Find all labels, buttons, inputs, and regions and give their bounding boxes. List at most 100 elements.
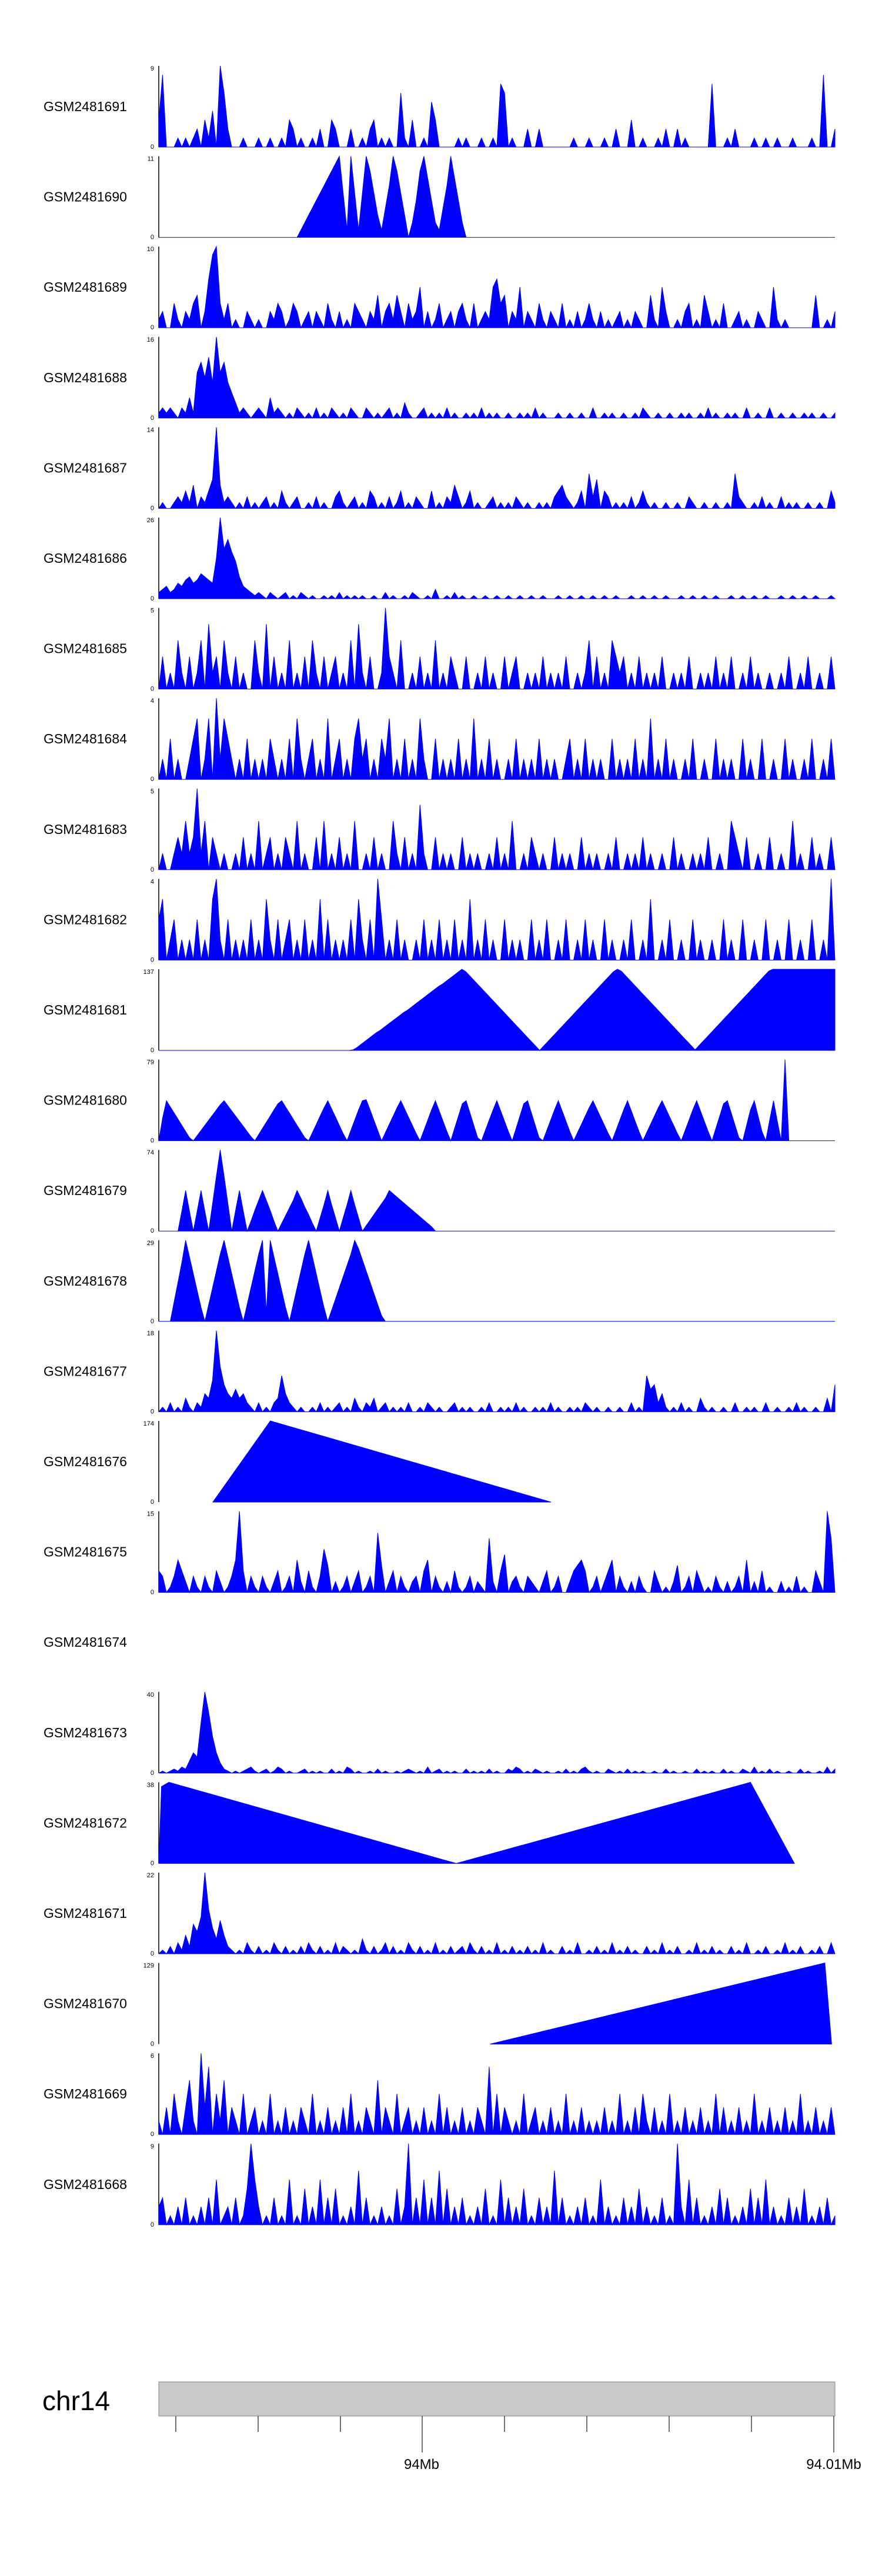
coverage-area <box>158 788 836 870</box>
track-GSM2481680: GSM2481680 79 0 <box>44 1059 835 1144</box>
track-ymin-label: 0 <box>151 1408 154 1415</box>
track-GSM2481691: GSM2481691 9 0 <box>44 65 836 151</box>
track-label: GSM2481671 <box>44 1906 127 1921</box>
track-label: GSM2481684 <box>44 731 127 746</box>
track-ymin-label: 0 <box>151 505 154 512</box>
track-label: GSM2481668 <box>44 2177 127 2192</box>
track-GSM2481682: GSM2481682 4 0 <box>44 878 836 963</box>
track-label: GSM2481685 <box>44 641 127 656</box>
track-ymax-label: 79 <box>147 1059 154 1066</box>
track-ymax-label: 16 <box>147 336 154 343</box>
track-label: GSM2481674 <box>44 1634 127 1650</box>
track-label: GSM2481690 <box>44 189 127 205</box>
track-GSM2481674: GSM2481674 <box>44 1634 127 1650</box>
track-label: GSM2481677 <box>44 1363 127 1379</box>
track-label: GSM2481675 <box>44 1544 127 1560</box>
track-ymax-label: 11 <box>148 156 154 163</box>
track-ymin-label: 0 <box>151 2041 154 2048</box>
track-GSM2481690: GSM2481690 11 0 <box>44 155 835 241</box>
track-ymin-label: 0 <box>151 956 154 963</box>
coverage-area <box>158 245 836 329</box>
track-label: GSM2481688 <box>44 370 127 385</box>
track-GSM2481687: GSM2481687 14 0 <box>44 426 836 512</box>
coverage-area <box>158 1330 836 1413</box>
coverage-area <box>158 65 836 148</box>
coverage-area <box>159 969 836 1051</box>
coverage-area <box>158 517 836 599</box>
track-ymin-label: 0 <box>151 144 154 151</box>
track-ymax-label: 5 <box>151 608 154 615</box>
track-ymin-label: 0 <box>151 234 154 241</box>
track-ymax-label: 40 <box>147 1691 154 1699</box>
track-GSM2481672: GSM2481672 38 0 <box>44 1781 795 1867</box>
genome-axis: chr14 94Mb 94.01Mb <box>42 2381 861 2472</box>
track-GSM2481688: GSM2481688 16 0 <box>44 336 836 422</box>
coverage-area <box>158 1059 835 1142</box>
track-ymin-label: 0 <box>151 2221 154 2228</box>
position-label-94mb: 94Mb <box>404 2457 439 2472</box>
track-GSM2481670: GSM2481670 129 0 <box>44 1962 832 2048</box>
coverage-area <box>490 1962 832 2045</box>
track-ymin-label: 0 <box>151 2131 154 2138</box>
track-label: GSM2481670 <box>44 1996 127 2011</box>
track-GSM2481668: GSM2481668 9 0 <box>44 2143 836 2228</box>
track-GSM2481686: GSM2481686 26 0 <box>44 517 836 602</box>
track-GSM2481684: GSM2481684 4 0 <box>44 698 836 783</box>
coverage-area <box>158 1691 836 1774</box>
coverage-area <box>158 1872 836 1955</box>
track-ymax-label: 18 <box>147 1330 154 1337</box>
track-ymax-label: 14 <box>147 426 154 433</box>
track-GSM2481671: GSM2481671 22 0 <box>44 1872 836 1957</box>
coverage-area <box>158 698 836 780</box>
track-label: GSM2481679 <box>44 1183 127 1198</box>
track-GSM2481675: GSM2481675 15 0 <box>44 1511 836 1596</box>
track-GSM2481679: GSM2481679 74 0 <box>44 1149 835 1234</box>
track-ymin-label: 0 <box>151 776 154 783</box>
track-label: GSM2481680 <box>44 1093 127 1108</box>
track-ymin-label: 0 <box>151 1950 154 1957</box>
track-label: GSM2481676 <box>44 1454 127 1469</box>
track-ymax-label: 4 <box>151 698 154 705</box>
track-list: GSM248169190GSM2481690110GSM2481689100GS… <box>44 65 836 2228</box>
axis-ticks <box>175 2416 834 2452</box>
track-GSM2481681: GSM2481681 137 0 <box>44 969 836 1054</box>
track-label: GSM2481687 <box>44 460 127 475</box>
track-ymin-label: 0 <box>151 1227 154 1234</box>
coverage-area <box>159 1239 835 1323</box>
coverage-area <box>158 427 836 509</box>
track-ymin-label: 0 <box>151 1318 154 1325</box>
chromosome-ideogram <box>158 2381 836 2417</box>
track-ymin-label: 0 <box>151 1589 154 1596</box>
track-label: GSM2481678 <box>44 1273 127 1289</box>
track-ymax-label: 22 <box>147 1872 154 1879</box>
track-ymin-label: 0 <box>151 1770 154 1777</box>
track-label: GSM2481681 <box>44 1002 127 1017</box>
track-ymax-label: 5 <box>151 788 154 795</box>
track-ymax-label: 174 <box>143 1420 154 1427</box>
track-GSM2481683: GSM2481683 5 0 <box>44 788 836 873</box>
track-ymax-label: 15 <box>147 1511 154 1518</box>
track-ymax-label: 9 <box>151 2143 154 2150</box>
track-ymax-label: 38 <box>147 1781 154 1788</box>
track-ymax-label: 74 <box>147 1149 154 1156</box>
coverage-area <box>158 879 836 960</box>
track-ymin-label: 0 <box>151 686 154 693</box>
coverage-area <box>158 2143 836 2226</box>
coverage-area <box>159 155 835 238</box>
track-GSM2481676: GSM2481676 174 0 <box>44 1420 552 1506</box>
track-GSM2481677: GSM2481677 18 0 <box>44 1330 836 1415</box>
track-label: GSM2481683 <box>44 822 127 837</box>
chromosome-label: chr14 <box>42 2385 110 2416</box>
track-ymin-label: 0 <box>151 1860 154 1867</box>
track-ymax-label: 26 <box>147 517 154 524</box>
track-label: GSM2481672 <box>44 1815 127 1830</box>
coverage-area <box>158 1781 795 1864</box>
track-label: GSM2481673 <box>44 1725 127 1740</box>
track-label: GSM2481691 <box>44 99 127 114</box>
track-ymax-label: 9 <box>151 65 154 72</box>
coverage-area <box>212 1420 552 1503</box>
track-label: GSM2481689 <box>44 279 127 295</box>
track-ymin-label: 0 <box>151 1137 154 1144</box>
track-ymin-label: 0 <box>151 415 154 422</box>
